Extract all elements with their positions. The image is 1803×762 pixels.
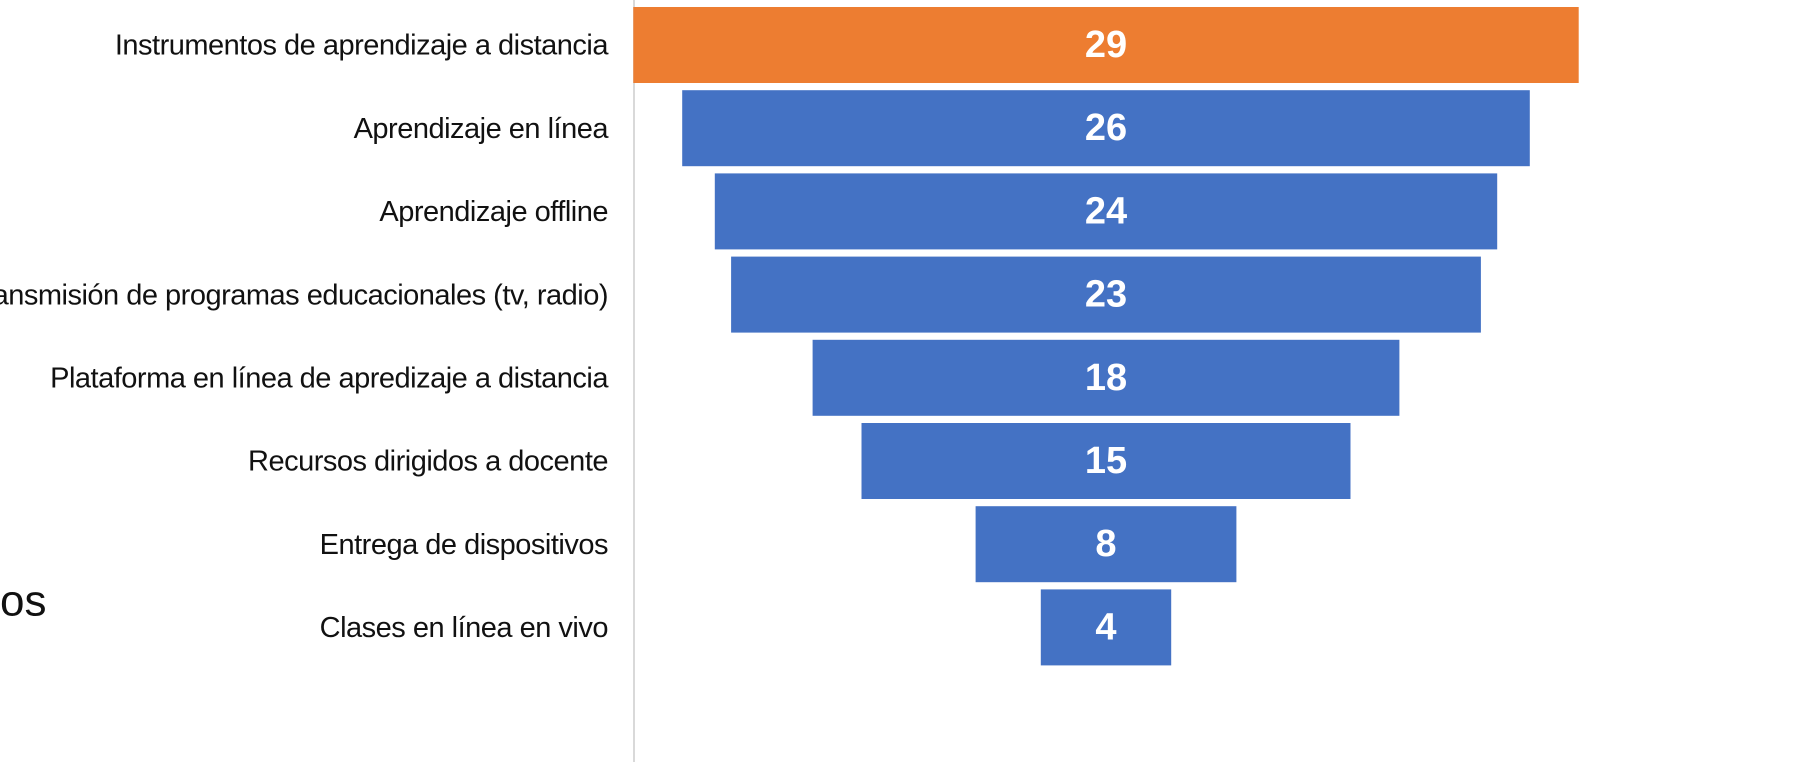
category-label: Transmisión de programas educacionales (… [0, 279, 608, 311]
category-label: Aprendizaje offline [379, 196, 608, 228]
category-label: Aprendizaje en línea [354, 113, 610, 145]
funnel-bar [861, 423, 1351, 499]
funnel-bar [812, 339, 1400, 416]
text-fragment: os [0, 577, 46, 626]
funnel-bar [975, 506, 1237, 583]
funnel-bar [1040, 589, 1172, 666]
funnel-bar [682, 90, 1530, 167]
value-label: 8 [1095, 523, 1116, 565]
funnel-bar [633, 7, 1579, 83]
value-label: 29 [1085, 24, 1127, 66]
value-label: 24 [1085, 190, 1127, 232]
category-label: Recursos dirigidos a docente [248, 446, 608, 478]
category-label: Entrega de dispositivos [320, 529, 608, 561]
value-label: 26 [1085, 107, 1127, 149]
funnel-bar [731, 256, 1481, 333]
category-label: Clases en línea en vivo [320, 612, 608, 644]
value-label: 15 [1085, 440, 1127, 482]
value-label: 18 [1085, 357, 1127, 399]
category-label: Plataforma en línea de apredizaje a dist… [50, 362, 609, 394]
funnel-bar [714, 173, 1498, 250]
value-label: 23 [1085, 274, 1127, 316]
value-label: 4 [1095, 606, 1116, 648]
category-label: Instrumentos de aprendizaje a distancia [115, 30, 610, 62]
